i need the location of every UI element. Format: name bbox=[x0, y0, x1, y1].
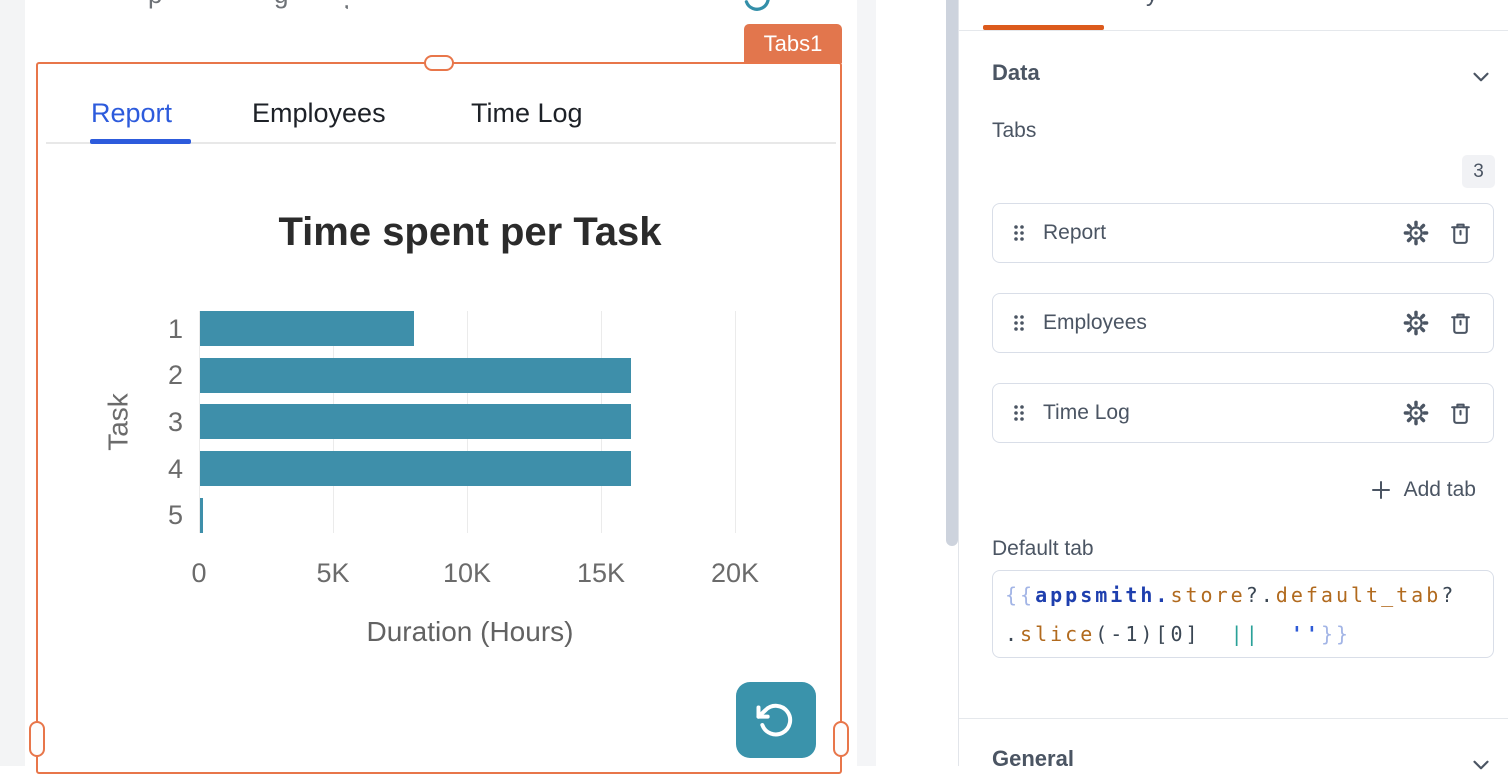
tabs-property-label: Tabs bbox=[992, 119, 1037, 142]
chart-gridline bbox=[199, 311, 200, 533]
x-axis-tick-label: 10K bbox=[442, 558, 492, 588]
default-tab-code-input[interactable]: {{appsmith.store?.default_tab? .slice(-1)… bbox=[992, 570, 1494, 658]
y-axis-category-label: 2 bbox=[167, 360, 183, 391]
drag-handle-icon[interactable] bbox=[1011, 222, 1027, 244]
tab-item-label: Report bbox=[1043, 221, 1107, 244]
gear-icon bbox=[1403, 310, 1429, 336]
tab-settings-button[interactable] bbox=[1401, 398, 1431, 428]
active-tab-underline bbox=[90, 139, 191, 144]
tab-delete-button[interactable] bbox=[1445, 398, 1475, 428]
chevron-down-icon[interactable] bbox=[1468, 64, 1494, 90]
section-header-data[interactable]: Data bbox=[992, 60, 1040, 85]
widget-name-badge[interactable]: Tabs1 bbox=[744, 24, 842, 63]
chevron-down-icon[interactable] bbox=[1468, 752, 1494, 778]
bar-task-3[interactable] bbox=[200, 404, 632, 440]
cropped-pane-tab-text: y bbox=[1142, 0, 1172, 8]
drag-handle-icon[interactable] bbox=[1011, 312, 1027, 334]
bar-task-5[interactable] bbox=[200, 497, 203, 533]
pane-bottom-divider bbox=[959, 718, 1508, 719]
trash-icon bbox=[1450, 223, 1470, 244]
plus-icon bbox=[1371, 481, 1390, 499]
bar-task-2[interactable] bbox=[200, 357, 632, 393]
pane-top-divider bbox=[959, 30, 1508, 31]
pane-scrollbar[interactable] bbox=[946, 0, 958, 546]
widget-tab-employees[interactable]: Employees bbox=[252, 98, 386, 128]
pane-active-tab-underline bbox=[983, 25, 1104, 30]
trash-icon bbox=[1450, 403, 1470, 424]
tab-settings-button[interactable] bbox=[1401, 308, 1431, 338]
y-axis-category-label: 1 bbox=[167, 313, 183, 344]
code-line: .slice(-1)[0] || ''}} bbox=[1005, 622, 1352, 646]
y-axis-category-label: 3 bbox=[167, 406, 183, 437]
cropped-refresh-icon bbox=[742, 0, 772, 13]
gear-icon bbox=[1403, 220, 1429, 246]
chart-gridline bbox=[735, 311, 736, 533]
drag-handle-icon[interactable] bbox=[1011, 402, 1027, 424]
bar-task-4[interactable] bbox=[200, 451, 632, 486]
tab-settings-button[interactable] bbox=[1401, 218, 1431, 248]
x-axis-tick-label: 20K bbox=[710, 558, 760, 588]
trash-icon bbox=[1450, 313, 1470, 334]
x-axis-tick-label: 0 bbox=[191, 558, 207, 588]
tab-item-report[interactable]: Report bbox=[992, 203, 1494, 263]
chart-title: Time spent per Task bbox=[278, 210, 662, 254]
canvas-right-gutter bbox=[857, 0, 876, 766]
tab-delete-button[interactable] bbox=[1445, 308, 1475, 338]
resize-handle-left[interactable] bbox=[29, 721, 45, 757]
widget-tab-timelog[interactable]: Time Log bbox=[471, 98, 583, 128]
code-line: {{appsmith.store?.default_tab? bbox=[1005, 583, 1457, 607]
tab-item-label: Time Log bbox=[1043, 401, 1130, 424]
y-axis-category-label: 5 bbox=[167, 500, 183, 531]
text-fragment: p bbox=[148, 0, 162, 9]
rotate-ccw-icon bbox=[756, 703, 793, 737]
tab-item-label: Employees bbox=[1043, 311, 1147, 334]
tab-delete-button[interactable] bbox=[1445, 218, 1475, 248]
y-axis-category-label: 4 bbox=[167, 453, 183, 484]
bar-task-1[interactable] bbox=[200, 311, 415, 346]
gear-icon bbox=[1403, 400, 1429, 426]
cropped-widget-text-fragment: p g , bbox=[140, 0, 560, 9]
resize-handle-top[interactable] bbox=[424, 55, 454, 71]
tab-bar-divider bbox=[46, 142, 836, 144]
resize-handle-right[interactable] bbox=[833, 721, 849, 757]
property-pane-border bbox=[958, 0, 959, 766]
tabs-count-badge: 3 bbox=[1462, 155, 1495, 188]
text-fragment: , bbox=[343, 0, 350, 9]
x-axis-tick-label: 5K bbox=[316, 558, 350, 588]
left-panel-edge bbox=[0, 0, 25, 766]
text-fragment: y bbox=[1146, 0, 1158, 8]
section-header-general[interactable]: General bbox=[992, 746, 1074, 771]
default-tab-label: Default tab bbox=[992, 537, 1094, 560]
tab-item-timelog[interactable]: Time Log bbox=[992, 383, 1494, 443]
add-tab-button[interactable]: Add tab bbox=[1330, 474, 1476, 506]
text-fragment: g bbox=[274, 0, 288, 9]
widget-tab-report[interactable]: Report bbox=[91, 98, 173, 128]
chart-refresh-button[interactable] bbox=[736, 682, 816, 758]
add-tab-label: Add tab bbox=[1403, 478, 1476, 501]
chart-y-axis-title: Task bbox=[102, 393, 134, 451]
tab-item-employees[interactable]: Employees bbox=[992, 293, 1494, 353]
x-axis-tick-label: 15K bbox=[576, 558, 626, 588]
chart-x-axis-title: Duration (Hours) bbox=[366, 616, 574, 647]
